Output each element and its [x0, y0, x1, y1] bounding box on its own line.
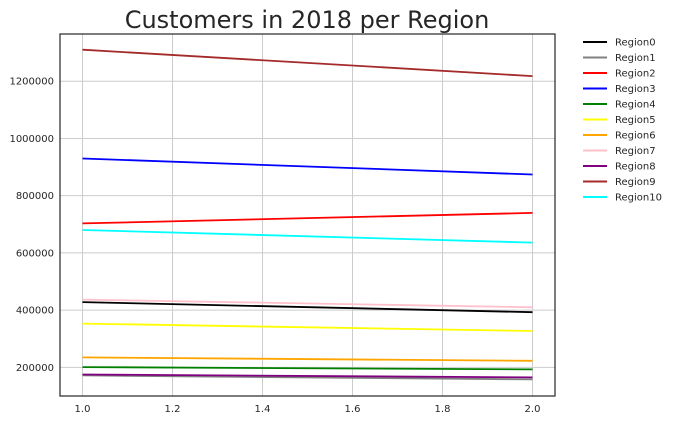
series-line-region9: [82, 48, 533, 77]
y-tick-label: 1200000: [9, 77, 54, 88]
y-axis-ticks: 200000 400000 600000 800000 1000000 1200000: [9, 77, 54, 374]
legend-label: Region7: [615, 146, 656, 157]
x-tick-label: 1.4: [255, 404, 271, 415]
legend-label: Region3: [615, 84, 656, 95]
legend-label: Region5: [615, 115, 656, 126]
x-axis-ticks: 1.0 1.2 1.4 1.6 1.8 2.0: [75, 404, 541, 415]
y-tick-label: 200000: [16, 363, 54, 374]
legend-label: Region6: [615, 131, 656, 142]
plot-frame: [59, 33, 556, 397]
series-line-region7: [82, 298, 533, 309]
series-line-region3: [82, 157, 533, 176]
series-line-region6: [82, 356, 533, 362]
y-tick-label: 400000: [16, 306, 54, 317]
x-tick-label: 2.0: [525, 404, 541, 415]
series-line-region5: [82, 322, 533, 332]
x-tick-label: 1.8: [435, 404, 451, 415]
legend-label: Region1: [615, 53, 656, 64]
series-line-region1: [82, 374, 533, 381]
legend-label: Region9: [615, 177, 656, 188]
series-line-region8: [82, 373, 533, 379]
series-line-region10: [82, 229, 533, 244]
y-tick-label: 800000: [16, 191, 54, 202]
series-line-region2: [82, 212, 533, 225]
series-line-region4: [82, 366, 533, 371]
legend-label: Region0: [615, 38, 656, 49]
legend-label: Region10: [615, 193, 662, 204]
chart-title: Customers in 2018 per Region: [125, 6, 490, 34]
x-tick-label: 1.0: [75, 404, 91, 415]
y-tick-label: 1000000: [9, 134, 54, 145]
x-tick-label: 1.2: [165, 404, 181, 415]
series-line-region0: [82, 301, 533, 314]
y-tick-label: 600000: [16, 248, 54, 259]
series-layer: [82, 48, 533, 381]
legend: Region0 Region1 Region2 Region3 Region4 Regio…: [583, 38, 662, 204]
legend-label: Region8: [615, 162, 656, 173]
x-tick-label: 1.6: [345, 404, 361, 415]
legend-label: Region4: [615, 100, 656, 111]
legend-label: Region2: [615, 69, 656, 80]
